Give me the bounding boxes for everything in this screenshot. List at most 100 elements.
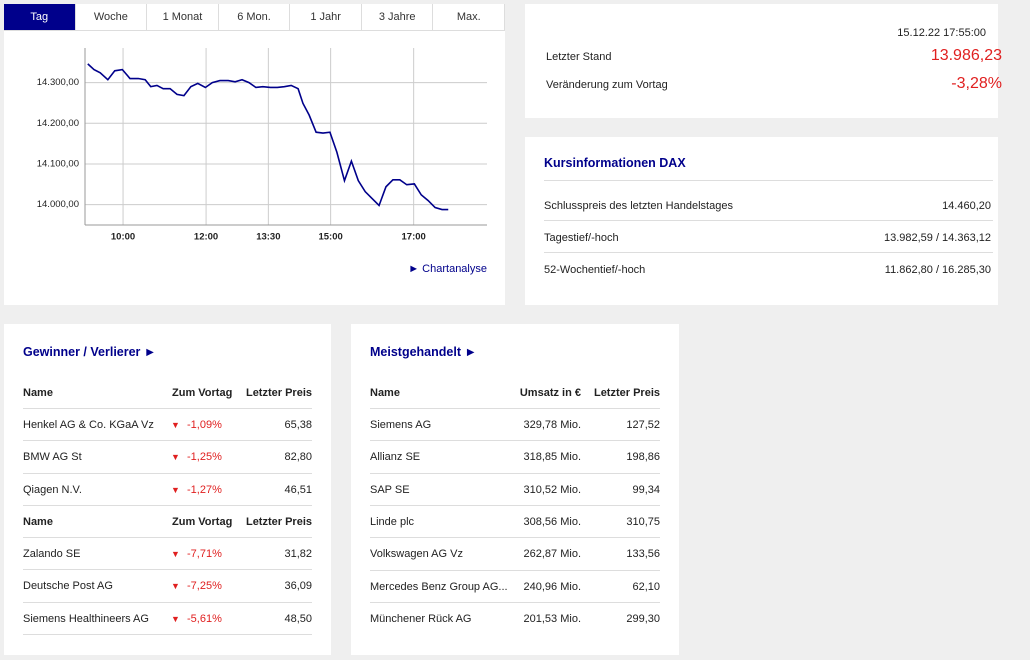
stock-change: -1,25% xyxy=(187,451,222,464)
x-tick-label: 15:00 xyxy=(318,232,342,243)
tab[interactable]: 6 Mon. xyxy=(219,4,291,30)
stock-change: -7,25% xyxy=(187,580,222,593)
header-change: Zum Vortag xyxy=(172,387,233,399)
separator xyxy=(23,536,312,538)
stock-price: 48,50 xyxy=(284,612,312,625)
x-tick-label: 12:00 xyxy=(194,232,218,243)
panel-title: Kursinformationen DAX xyxy=(544,156,686,170)
stock-name: Allianz SE xyxy=(370,451,421,464)
stock-change: -5,61% xyxy=(187,612,222,625)
stock-price: 133,56 xyxy=(626,548,660,561)
separator xyxy=(23,633,312,635)
quote-label: Veränderung zum Vortag xyxy=(546,79,668,91)
stock-name: Münchener Rück AG xyxy=(370,612,472,625)
separator xyxy=(23,504,312,506)
header-price: Letzter Preis xyxy=(245,515,312,528)
stock-price: 299,30 xyxy=(626,612,660,625)
stock-turnover: 262,87 Mio. xyxy=(523,548,581,561)
stock-turnover: 201,53 Mio. xyxy=(523,612,581,625)
y-tick-label: 14.300,00 xyxy=(37,77,79,88)
stock-change: -7,71% xyxy=(187,547,222,560)
quote-value: 13.986,23 xyxy=(930,47,1002,64)
separator xyxy=(370,601,660,603)
stock-turnover: 310,52 Mio. xyxy=(523,483,581,496)
stock-price: 82,80 xyxy=(284,451,312,464)
tab[interactable]: 1 Monat xyxy=(147,4,219,30)
timestamp: 15.12.22 17:55:00 xyxy=(897,27,986,39)
chart: 14.000,00 14.100,00 14.200,00 14.300,00 10:0… xyxy=(37,48,487,243)
stock-name: BMW AG St xyxy=(23,451,82,464)
panel-title[interactable]: Gewinner / Verlierer ► xyxy=(23,345,157,359)
separator xyxy=(370,569,660,571)
stock-name: Qiagen N.V. xyxy=(23,483,82,496)
x-tick-label: 10:00 xyxy=(111,232,135,243)
header-price: Letzter Preis xyxy=(593,387,660,399)
down-arrow: ▼ xyxy=(171,548,180,559)
header-price: Letzter Preis xyxy=(245,387,312,399)
stock-price: 198,86 xyxy=(626,451,660,464)
separator xyxy=(370,472,660,474)
movers-panel: Gewinner / Verlierer ► Name Zum Vortag Letz… xyxy=(4,324,331,655)
panel-title[interactable]: Meistgehandelt ► xyxy=(370,345,477,359)
tab[interactable]: 3 Jahre xyxy=(362,4,434,30)
tab[interactable]: 1 Jahr xyxy=(290,4,362,30)
separator xyxy=(370,408,660,409)
info-panel: Kursinformationen DAX Schlusspreis des le… xyxy=(525,137,998,305)
stock-price: 127,52 xyxy=(626,419,660,431)
y-tick-label: 14.200,00 xyxy=(37,118,79,129)
stock-name: SAP SE xyxy=(370,483,410,496)
stock-price: 46,51 xyxy=(284,483,312,496)
quote-panel: 15.12.22 17:55:00 Letzter Stand 13.986,23 V… xyxy=(525,4,1002,118)
down-arrow: ▼ xyxy=(171,420,180,430)
down-arrow: ▼ xyxy=(171,452,180,463)
info-value: 11.862,80 / 16.285,30 xyxy=(884,264,991,276)
stock-name: Linde plc xyxy=(370,515,415,528)
info-label: 52-Wochentief/-hoch xyxy=(544,264,646,276)
info-label: Schlusspreis des letzten Handelstages xyxy=(544,200,733,212)
stock-price: 36,09 xyxy=(284,580,312,593)
stock-change: -1,27% xyxy=(187,483,222,496)
tab[interactable]: Max. xyxy=(433,4,506,30)
separator xyxy=(23,472,312,474)
stock-turnover: 308,56 Mio. xyxy=(523,515,581,528)
stock-change: -1,09% xyxy=(187,419,222,431)
stock-name: Deutsche Post AG xyxy=(23,580,113,593)
stock-name: Siemens Healthineers AG xyxy=(23,612,149,625)
separator xyxy=(370,504,660,506)
stock-turnover: 329,78 Mio. xyxy=(523,419,581,431)
separator xyxy=(370,537,660,539)
stock-name: Siemens AG xyxy=(370,419,432,431)
stock-price: 65,38 xyxy=(284,419,312,431)
separator xyxy=(544,180,993,181)
stock-name: Henkel AG & Co. KGaA Vz xyxy=(23,419,154,431)
separator xyxy=(370,440,660,442)
info-value: 13.982,59 / 14.363,12 xyxy=(883,232,991,244)
info-value: 14.460,20 xyxy=(942,200,991,212)
down-arrow: ▼ xyxy=(171,581,180,592)
x-tick-label: 13:30 xyxy=(256,232,280,243)
quote-value: -3,28% xyxy=(951,75,1002,92)
separator xyxy=(23,569,312,571)
header-name: Name xyxy=(23,515,53,528)
chart-link[interactable]: ► Chartanalyse xyxy=(408,263,487,275)
header-name: Name xyxy=(370,387,400,399)
separator xyxy=(544,220,993,221)
separator xyxy=(544,252,993,253)
quote-label: Letzter Stand xyxy=(546,51,612,63)
separator xyxy=(23,408,312,409)
y-tick-label: 14.100,00 xyxy=(37,158,79,169)
tab-bar: Tag Woche 1 Monat 6 Mon. 1 Jahr 3 Jahre Max. xyxy=(4,4,506,31)
price-line xyxy=(87,63,449,211)
separator xyxy=(23,601,312,603)
tab[interactable]: Tag xyxy=(4,4,76,30)
stock-price: 31,82 xyxy=(284,547,312,560)
down-arrow: ▼ xyxy=(171,613,180,624)
stock-turnover: 240,96 Mio. xyxy=(523,580,581,593)
chart-panel: Tag Woche 1 Monat 6 Mon. 1 Jahr 3 Jahre Max. 1… xyxy=(4,4,506,305)
header-change: Zum Vortag xyxy=(172,515,233,528)
stock-price: 62,10 xyxy=(632,580,660,593)
tab[interactable]: Woche xyxy=(76,4,148,30)
stock-name: Zalando SE xyxy=(23,547,81,560)
info-label: Tagestief/-hoch xyxy=(544,232,619,244)
